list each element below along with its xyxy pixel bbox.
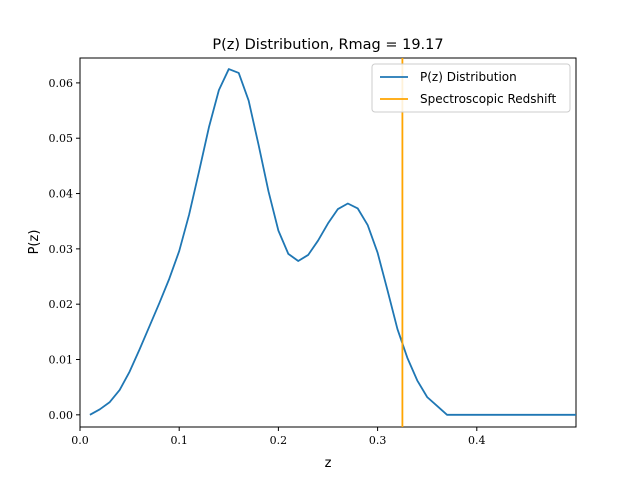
x-axis-label: z [325, 456, 332, 471]
x-axis: 0.0 0.1 0.2 0.3 0.4 [71, 427, 486, 447]
legend: P(z) Distribution Spectroscopic Redshift [371, 63, 571, 113]
legend-entry: P(z) Distribution [420, 70, 517, 84]
axes-frame [79, 57, 577, 428]
series-layer [89, 58, 576, 427]
y-tick-label: 0.00 [49, 409, 74, 422]
y-tick-label: 0.02 [49, 298, 74, 311]
y-tick-label: 0.06 [49, 77, 74, 90]
y-tick-label: 0.01 [49, 354, 74, 367]
plot-area: 0.0 0.1 0.2 0.3 0.4 0.00 0.01 0.02 0.03 0.04 0.05… [49, 57, 577, 447]
x-tick-label: 0.1 [170, 434, 188, 447]
y-tick-label: 0.05 [49, 132, 74, 145]
y-axis: 0.00 0.01 0.02 0.03 0.04 0.05 0.06 [49, 77, 80, 422]
x-tick-label: 0.4 [468, 434, 486, 447]
legend-box [371, 63, 571, 113]
pz-distribution-line [89, 68, 576, 416]
y-tick-label: 0.03 [49, 243, 74, 256]
y-axis-label: P(z) [27, 230, 42, 255]
x-tick-label: 0.3 [369, 434, 387, 447]
legend-entry: Spectroscopic Redshift [420, 92, 556, 106]
y-tick-label: 0.04 [49, 188, 74, 201]
x-tick-label: 0.0 [71, 434, 89, 447]
x-tick-label: 0.2 [270, 434, 288, 447]
chart-title: P(z) Distribution, Rmag = 19.17 [212, 37, 443, 53]
